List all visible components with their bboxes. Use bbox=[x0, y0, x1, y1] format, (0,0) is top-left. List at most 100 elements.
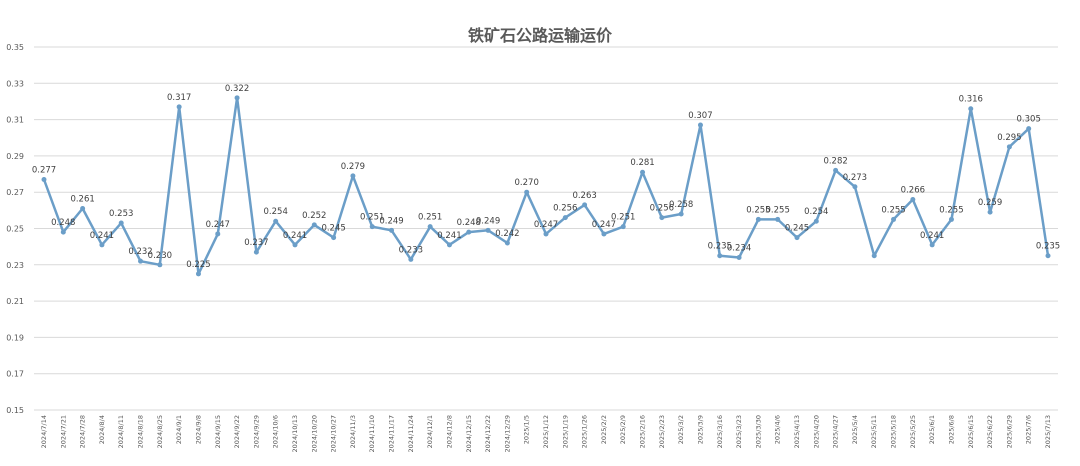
data-label: 0.241 bbox=[920, 231, 944, 241]
data-label: 0.254 bbox=[264, 207, 288, 217]
data-point bbox=[659, 215, 665, 221]
data-point bbox=[910, 196, 916, 202]
data-label: 0.247 bbox=[534, 220, 558, 230]
x-tick-label: 2025/6/1 bbox=[928, 415, 936, 444]
data-point bbox=[408, 256, 414, 262]
data-label: 0.225 bbox=[186, 260, 210, 270]
data-point bbox=[138, 258, 144, 264]
data-point bbox=[215, 231, 221, 237]
data-point bbox=[311, 222, 317, 228]
data-label: 0.242 bbox=[495, 229, 519, 239]
x-tick-label: 2024/10/20 bbox=[310, 415, 318, 452]
data-label: 0.277 bbox=[32, 165, 56, 175]
data-label: 0.307 bbox=[688, 111, 712, 121]
data-point bbox=[504, 240, 510, 246]
data-point bbox=[582, 202, 588, 208]
data-point bbox=[601, 231, 607, 237]
data-label: 0.230 bbox=[148, 251, 172, 261]
data-point bbox=[80, 206, 86, 212]
data-label: 0.252 bbox=[302, 211, 326, 221]
data-point bbox=[968, 106, 974, 112]
data-label: 0.251 bbox=[418, 213, 442, 223]
data-label: 0.266 bbox=[901, 185, 925, 195]
data-point bbox=[891, 216, 897, 222]
data-label: 0.241 bbox=[283, 231, 307, 241]
x-tick-label: 2024/10/27 bbox=[330, 415, 338, 452]
data-label: 0.249 bbox=[379, 216, 403, 226]
data-label: 0.317 bbox=[167, 93, 191, 103]
x-tick-label: 2024/7/28 bbox=[79, 415, 87, 448]
data-point bbox=[350, 173, 356, 179]
data-label: 0.251 bbox=[611, 213, 635, 223]
data-point bbox=[736, 255, 742, 261]
x-tick-label: 2025/2/16 bbox=[639, 415, 647, 448]
data-point bbox=[948, 216, 954, 222]
data-label: 0.270 bbox=[515, 178, 539, 188]
x-tick-label: 2024/8/25 bbox=[156, 415, 164, 448]
y-tick-label: 0.31 bbox=[6, 116, 24, 125]
data-label: 0.241 bbox=[437, 231, 461, 241]
x-tick-label: 2025/4/13 bbox=[793, 415, 801, 448]
x-tick-label: 2024/9/22 bbox=[233, 415, 241, 448]
y-tick-label: 0.15 bbox=[6, 406, 24, 415]
data-label: 0.233 bbox=[399, 245, 423, 255]
x-tick-label: 2024/9/1 bbox=[175, 415, 183, 444]
data-point bbox=[1026, 126, 1032, 132]
x-tick-label: 2025/2/23 bbox=[658, 415, 666, 448]
data-point bbox=[620, 224, 626, 230]
data-point bbox=[485, 227, 491, 233]
x-tick-label: 2025/3/2 bbox=[677, 415, 685, 444]
x-tick-label: 2025/4/27 bbox=[832, 415, 840, 448]
data-label: 0.256 bbox=[650, 204, 674, 214]
y-tick-label: 0.27 bbox=[6, 188, 24, 197]
x-tick-label: 2025/1/26 bbox=[581, 415, 589, 448]
x-tick-label: 2024/9/15 bbox=[214, 415, 222, 448]
data-label: 0.279 bbox=[341, 162, 365, 172]
data-point bbox=[775, 216, 781, 222]
data-point bbox=[697, 122, 703, 128]
data-label: 0.259 bbox=[978, 198, 1002, 208]
data-label: 0.261 bbox=[70, 195, 94, 205]
x-tick-label: 2024/9/29 bbox=[252, 415, 260, 448]
data-point bbox=[331, 235, 337, 241]
x-tick-label: 2025/1/12 bbox=[542, 415, 550, 448]
data-point bbox=[717, 253, 723, 259]
data-label: 0.248 bbox=[51, 218, 75, 228]
x-tick-label: 2024/7/21 bbox=[59, 415, 67, 448]
data-point bbox=[929, 242, 935, 248]
data-label: 0.305 bbox=[1017, 115, 1041, 125]
x-tick-label: 2024/11/3 bbox=[349, 415, 357, 448]
y-tick-label: 0.21 bbox=[6, 297, 24, 306]
data-label: 0.256 bbox=[553, 204, 577, 214]
data-label: 0.273 bbox=[843, 173, 867, 183]
data-point bbox=[60, 229, 66, 235]
data-point bbox=[253, 249, 259, 255]
x-tick-label: 2024/12/22 bbox=[484, 415, 492, 452]
x-tick-label: 2025/3/23 bbox=[735, 415, 743, 448]
x-tick-label: 2025/5/18 bbox=[890, 415, 898, 448]
x-tick-label: 2025/5/25 bbox=[909, 415, 917, 448]
data-label: 0.245 bbox=[321, 224, 345, 234]
data-point bbox=[543, 231, 549, 237]
data-label: 0.255 bbox=[939, 205, 963, 215]
x-tick-label: 2025/1/5 bbox=[523, 415, 531, 444]
data-point bbox=[176, 104, 182, 110]
data-label: 0.282 bbox=[823, 156, 847, 166]
data-point bbox=[1006, 144, 1012, 150]
y-tick-label: 0.23 bbox=[6, 261, 24, 270]
x-tick-label: 2025/5/4 bbox=[851, 415, 859, 444]
data-point bbox=[427, 224, 433, 230]
data-point bbox=[852, 184, 858, 190]
data-label: 0.237 bbox=[244, 238, 268, 248]
data-label: 0.232 bbox=[128, 247, 152, 257]
x-tick-label: 2024/11/10 bbox=[368, 415, 376, 452]
data-point bbox=[813, 218, 819, 224]
data-point bbox=[640, 169, 646, 175]
y-tick-label: 0.29 bbox=[6, 152, 24, 161]
data-point bbox=[794, 235, 800, 241]
data-label: 0.295 bbox=[997, 133, 1021, 143]
data-point bbox=[987, 209, 993, 215]
data-point bbox=[369, 224, 375, 230]
x-tick-label: 2024/10/6 bbox=[272, 415, 280, 448]
y-tick-label: 0.25 bbox=[6, 225, 24, 234]
